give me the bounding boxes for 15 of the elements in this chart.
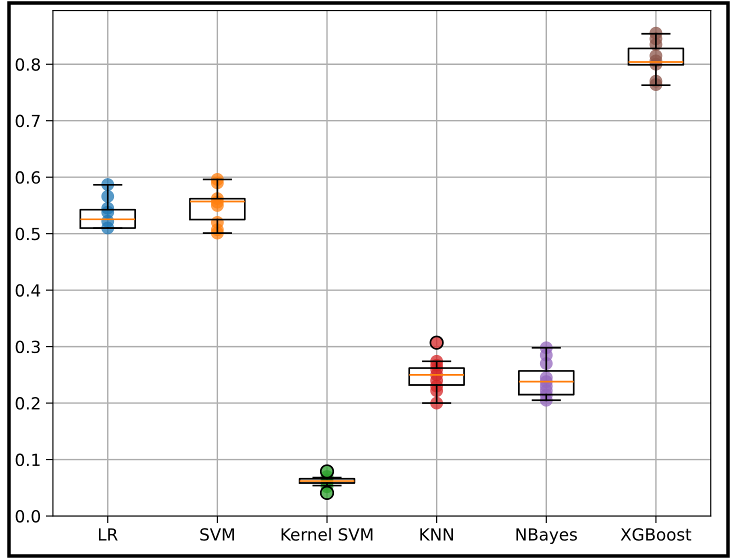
y-tick-label: 0.3 bbox=[16, 340, 40, 354]
x-tick-label: KNN bbox=[420, 528, 453, 541]
x-tick-label: Kernel SVM bbox=[282, 528, 372, 541]
y-tick-label: 0.8 bbox=[16, 58, 40, 71]
y-tick-label: 0.5 bbox=[16, 228, 40, 240]
y-tick-label: 0.2 bbox=[16, 397, 40, 410]
y-tick-label: 0.0 bbox=[16, 510, 40, 523]
x-tick-label: SVM bbox=[200, 528, 234, 541]
x-tick-label: LR bbox=[98, 528, 118, 541]
x-tick-label: XGBoost bbox=[620, 528, 692, 541]
x-tick-label: NBayes bbox=[516, 528, 577, 544]
y-tick-label: 0.6 bbox=[16, 171, 40, 184]
y-tick-label: 0.7 bbox=[16, 114, 40, 128]
y-tick-label: 0.4 bbox=[16, 284, 40, 297]
y-tick-label: 0.1 bbox=[16, 454, 40, 466]
